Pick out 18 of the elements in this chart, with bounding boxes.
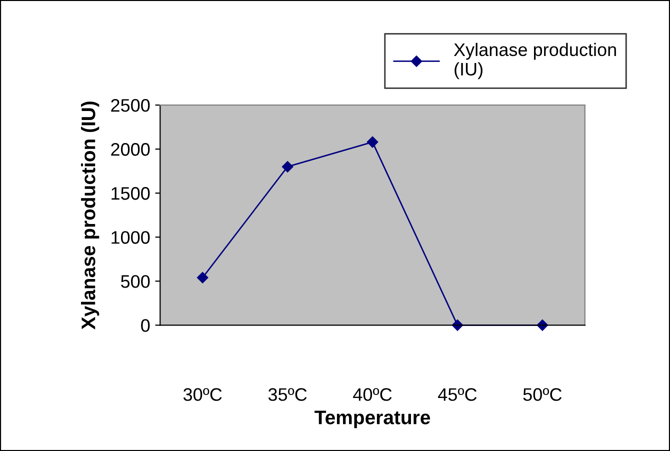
y-axis-title: Xylanase production (IU)	[81, 102, 100, 330]
point	[197, 272, 208, 284]
y-tick-label: 1500	[112, 187, 150, 200]
point	[366, 136, 378, 148]
y-tick-label: 0	[141, 319, 150, 332]
point	[282, 161, 294, 172]
y-tick-label: 500	[121, 275, 150, 288]
y-tick-label: 2500	[111, 99, 150, 112]
x-tick-label: 45ºC	[438, 388, 477, 401]
legend-label: Xylanase production (IU)	[454, 42, 616, 80]
y-tick-label: 1000	[112, 231, 150, 244]
x-tick-label: 50ºC	[523, 388, 562, 401]
y-tick-label: 2000	[111, 143, 150, 156]
x-tick-label: 35ºC	[268, 388, 307, 401]
point	[452, 320, 464, 331]
x-tick-label: 40ºC	[353, 388, 392, 401]
x-tick-label: 30ºC	[183, 388, 222, 401]
x-axis-title: Temperature	[314, 410, 430, 428]
